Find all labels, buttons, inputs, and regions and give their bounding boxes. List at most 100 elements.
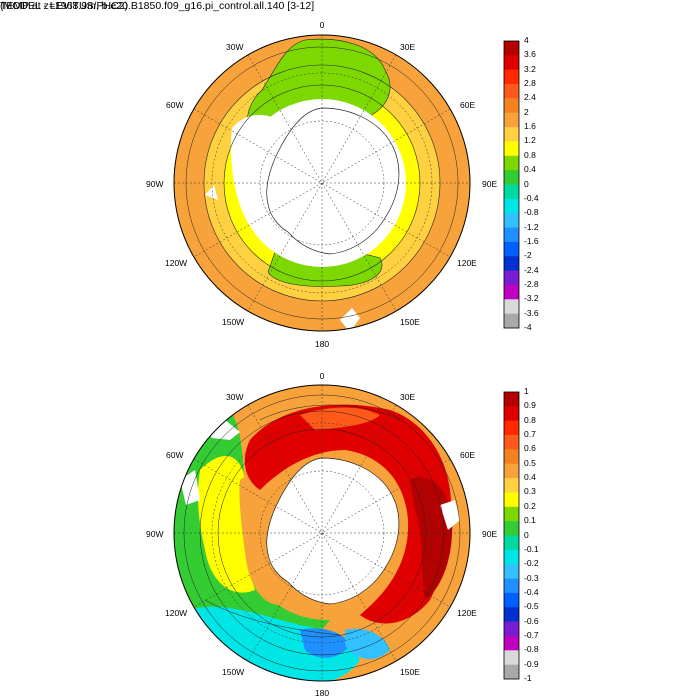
bottom-colorbar-tick-label: 0.8	[524, 414, 536, 425]
top-lon-label-120w: 120W	[165, 258, 187, 268]
top-colorbar-swatch	[504, 184, 519, 200]
top-colorbar-tick-label: -2.8	[524, 278, 539, 289]
top-lon-label-90e: 90E	[482, 179, 497, 189]
top-colorbar-swatch	[504, 270, 519, 286]
bottom-colorbar-swatch	[504, 650, 519, 665]
bottom-colorbar-swatch	[504, 607, 519, 622]
top-colorbar-swatch	[504, 141, 519, 157]
top-lon-label-180: 180	[315, 339, 329, 349]
top-colorbar-swatch	[504, 55, 519, 70]
bottom-lon-label-30e: 30E	[400, 392, 415, 402]
top-colorbar-tick-label: -0.4	[524, 192, 539, 203]
bottom-lon-label-90w: 90W	[146, 529, 163, 539]
bottom-lon-label-60e: 60E	[460, 450, 475, 460]
bottom-colorbar-tick-label: 0	[524, 529, 529, 540]
bottom-colorbar-swatch	[504, 564, 519, 579]
bottom-colorbar-tick-label: 0.5	[524, 457, 536, 468]
bottom-lon-label-150e: 150E	[400, 667, 420, 677]
bottom-colorbar-tick-label: -0.4	[524, 586, 539, 597]
bottom-colorbar-tick-label: -0.3	[524, 572, 539, 583]
bottom-colorbar-tick-label: -0.2	[524, 558, 539, 569]
bottom-map-title: (MODEL - LEVITUS/PHC2)	[0, 0, 128, 12]
bottom-colorbar-swatch	[504, 549, 519, 565]
bottom-colorbar-swatch	[504, 664, 519, 680]
bottom-lon-label-150w: 150W	[222, 667, 244, 677]
top-lon-label-30e: 30E	[400, 42, 415, 52]
bottom-colorbar-tick-label: 0.1	[524, 515, 536, 526]
bottom-colorbar-swatch	[504, 621, 519, 637]
top-colorbar-swatch	[504, 284, 519, 300]
top-colorbar-swatch	[504, 98, 519, 114]
bottom-colorbar-tick-label: -0.5	[524, 601, 539, 612]
top-colorbar-tick-label: -3.2	[524, 293, 539, 304]
bottom-colorbar-tick-label: 0.7	[524, 429, 536, 440]
top-colorbar-tick-label: 4	[524, 35, 529, 45]
top-lon-label-60w: 60W	[166, 100, 183, 110]
top-colorbar-tick-label: -2	[524, 250, 532, 261]
bottom-colorbar-tick-label: -0.8	[524, 644, 539, 655]
bottom-lon-label-0: 0	[320, 371, 325, 381]
bottom-colorbar-swatch	[504, 406, 519, 421]
top-colorbar-tick-label: 2	[524, 106, 529, 117]
bottom-colorbar-tick-label: -0.6	[524, 615, 539, 626]
bottom-colorbar-tick-label: 1	[524, 386, 529, 396]
top-colorbar-border	[503, 40, 520, 329]
bottom-colorbar-tick-label: 0.2	[524, 500, 536, 511]
bottom-lon-label-180: 180	[315, 688, 329, 698]
bottom-polar-map: 0 30E 60E 90E 120E 150E 180 150W 120W 90…	[146, 371, 497, 698]
top-colorbar-swatch	[504, 227, 519, 243]
top-colorbar-tick-label: 1.2	[524, 135, 536, 146]
bottom-colorbar-swatch	[504, 592, 519, 608]
top-lon-label-150e: 150E	[400, 317, 420, 327]
top-colorbar-tick-label: -0.8	[524, 207, 539, 218]
top-colorbar-swatch	[504, 213, 519, 228]
bottom-colorbar-swatch	[504, 492, 519, 508]
bottom-colorbar-swatch	[504, 578, 519, 594]
bottom-lon-label-120w: 120W	[165, 608, 187, 618]
top-lon-label-150w: 150W	[222, 317, 244, 327]
bottom-colorbar-swatch	[504, 506, 519, 522]
top-lon-label-120e: 120E	[457, 258, 477, 268]
top-colorbar-swatch	[504, 84, 519, 99]
top-polar-map: 0 30E 60E 90E 120E 150E 180 150W 120W 90…	[146, 20, 497, 349]
bottom-colorbar-swatch	[504, 420, 519, 436]
top-map-title: TEMP at z=1968.9m, b.e20.B1850.f09_g16.p…	[0, 0, 315, 12]
top-colorbar-tick-label: 3.6	[524, 49, 536, 60]
top-colorbar-tick-label: 0.4	[524, 164, 536, 175]
bottom-colorbar-swatch	[504, 535, 519, 551]
bottom-colorbar-tick-label: 0.3	[524, 486, 536, 497]
top-colorbar-tick-label: 1.6	[524, 121, 536, 132]
top-colorbar-tick-label: -3.6	[524, 307, 539, 318]
bottom-colorbar-tick-label: 0.6	[524, 443, 536, 454]
top-colorbar	[503, 40, 520, 329]
bottom-colorbar-tick-label: -1	[524, 673, 532, 683]
top-colorbar-tick-label: 0.8	[524, 149, 536, 160]
top-colorbar-swatch	[504, 127, 519, 142]
top-colorbar-tick-label: -2.4	[524, 264, 539, 275]
top-colorbar-swatch	[504, 170, 519, 185]
top-lon-label-90w: 90W	[146, 179, 163, 189]
top-colorbar-swatch	[504, 241, 519, 257]
top-colorbar-tick-label: 2.4	[524, 92, 536, 103]
top-lon-label-60e: 60E	[460, 100, 475, 110]
top-colorbar-tick-label: 0	[524, 178, 529, 189]
top-lon-label-0: 0	[320, 20, 325, 30]
bottom-colorbar-swatch	[504, 478, 519, 493]
top-colorbar-tick-label: 2.8	[524, 78, 536, 88]
top-colorbar-tick-label: -1.2	[524, 221, 539, 232]
bottom-lon-label-90e: 90E	[482, 529, 497, 539]
top-lon-label-30w: 30W	[226, 42, 243, 52]
top-colorbar-tick-label: 3.2	[524, 63, 536, 74]
bottom-lon-label-120e: 120E	[457, 608, 477, 618]
bottom-colorbar-swatch	[504, 449, 519, 465]
top-colorbar-swatch	[504, 155, 519, 171]
bottom-colorbar-swatch	[504, 521, 519, 536]
bottom-colorbar-swatch	[504, 435, 519, 450]
top-colorbar-swatch	[504, 299, 519, 314]
top-colorbar-swatch	[504, 112, 519, 128]
bottom-colorbar-swatch	[504, 635, 519, 651]
bottom-colorbar-swatch	[504, 392, 519, 407]
bottom-colorbar-tick-label: -0.9	[524, 658, 539, 669]
bottom-colorbar-swatch	[504, 463, 519, 479]
